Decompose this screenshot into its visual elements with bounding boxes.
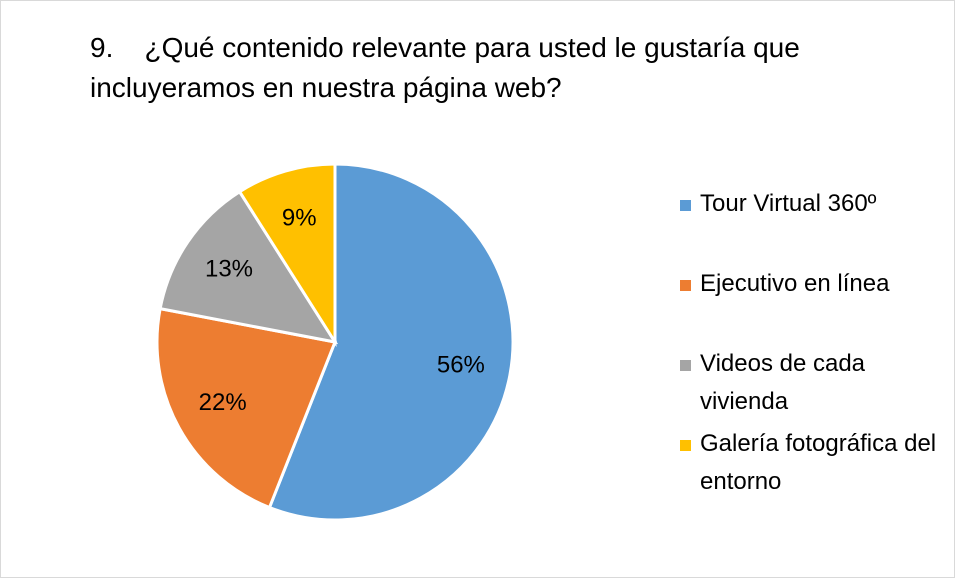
- pie-slice: [158, 189, 339, 345]
- legend-swatch: [680, 360, 691, 371]
- data-label: 13%: [205, 255, 253, 282]
- pie-slice: [237, 162, 337, 348]
- pie-slice: [155, 306, 338, 510]
- pie-slice: [267, 162, 515, 522]
- legend-label: Ejecutivo en línea: [700, 270, 890, 297]
- legend-label: Videos de cada vivienda: [700, 350, 866, 415]
- data-label: 56%: [437, 351, 485, 378]
- legend-entry: Galería fotográfica del entorno: [680, 425, 950, 501]
- data-label: 9%: [282, 204, 317, 231]
- data-label: 22%: [199, 389, 247, 416]
- legend: Tour Virtual 360º Ejecutivo en línea Video…: [680, 185, 950, 505]
- legend-entry: Videos de cada vivienda: [680, 345, 950, 421]
- legend-swatch: [680, 280, 691, 291]
- legend-label: Galería fotográfica del entorno: [700, 430, 937, 495]
- legend-swatch: [680, 440, 691, 451]
- chart-title: 9. ¿Qué contenido relevante para usted l…: [90, 32, 808, 103]
- legend-label: Tour Virtual 360º: [700, 190, 877, 217]
- legend-entry: Ejecutivo en línea: [680, 265, 950, 341]
- legend-entry: Tour Virtual 360º: [680, 185, 950, 261]
- legend-swatch: [680, 200, 691, 211]
